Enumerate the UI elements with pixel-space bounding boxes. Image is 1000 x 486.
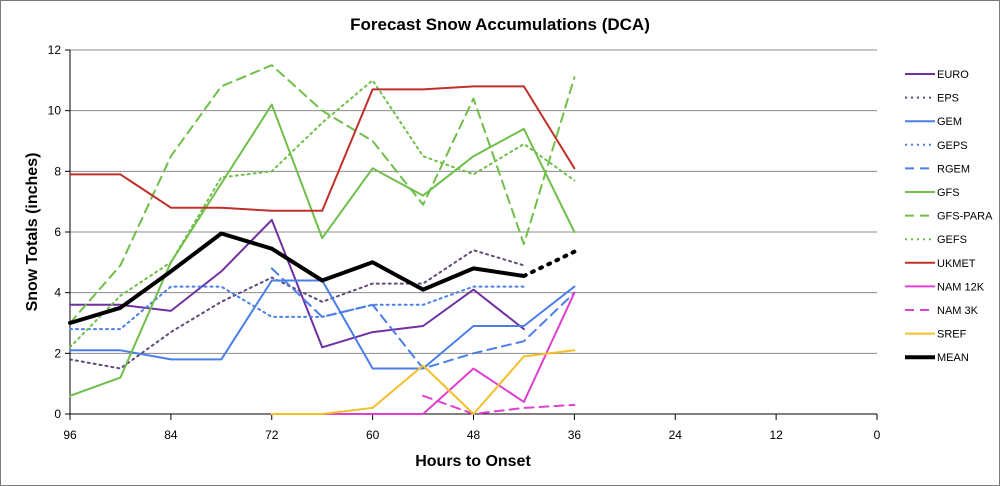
legend-label: GEM (937, 116, 962, 128)
series-line-eps (69, 249, 525, 370)
legend-label: EURO (937, 69, 969, 81)
series-line-ukmet (69, 85, 576, 212)
series-line-gfs-para (69, 64, 576, 324)
x-tick-label: 72 (265, 428, 279, 442)
x-axis-title: Hours to Onset (415, 453, 531, 470)
legend-label: RGEM (937, 163, 970, 175)
y-tick-label: 6 (54, 225, 61, 239)
y-tick-label: 2 (54, 346, 61, 360)
x-tick-label: 48 (467, 428, 481, 442)
gridlines (70, 49, 877, 354)
y-tick-label: 4 (54, 286, 61, 300)
x-tick-label: 0 (874, 428, 881, 442)
series-line-gefs (69, 79, 576, 349)
legend-label: SREF (937, 329, 967, 341)
series-line-mean-extension (521, 249, 577, 278)
legend-label: GEPS (937, 140, 968, 152)
chart-title: Forecast Snow Accumulations (DCA) (350, 15, 650, 34)
y-tick-label: 8 (54, 164, 61, 178)
legend-label: NAM 3K (937, 305, 979, 317)
legend-label: GFS-PARA (937, 211, 993, 223)
series-line-mean (68, 231, 526, 325)
x-tick-label: 36 (568, 428, 582, 442)
legend: EURO EPS GEM GEPS RGEM GFS GFS-PARA GEFS UKMET NA… (905, 69, 993, 364)
legend-label: EPS (937, 93, 959, 105)
legend-label: GEFS (937, 234, 967, 246)
x-tick-label: 60 (366, 428, 380, 442)
x-tick-label: 12 (769, 428, 783, 442)
legend-label: NAM 12K (937, 281, 985, 293)
legend-label: UKMET (937, 258, 976, 270)
series-line-gfs (69, 103, 576, 397)
series-lines (68, 64, 577, 415)
x-tick-label: 24 (669, 428, 683, 442)
legend-label: MEAN (937, 352, 969, 364)
y-axis-title: Snow Totals (inches) (24, 153, 41, 312)
series-line-euro (69, 218, 525, 349)
x-tick-label: 96 (63, 428, 77, 442)
series-line-sref (270, 349, 576, 415)
y-tick-label: 12 (48, 43, 62, 57)
x-tick-label: 84 (164, 428, 178, 442)
y-tick-label: 0 (54, 407, 61, 421)
series-line-gem (69, 279, 576, 370)
series-line-geps (69, 285, 525, 331)
series-line-rgem (270, 267, 576, 370)
legend-label: GFS (937, 187, 960, 199)
y-tick-label: 10 (48, 104, 62, 118)
series-line-nam-3k (422, 394, 576, 415)
series-line-nam-12k (321, 291, 576, 415)
